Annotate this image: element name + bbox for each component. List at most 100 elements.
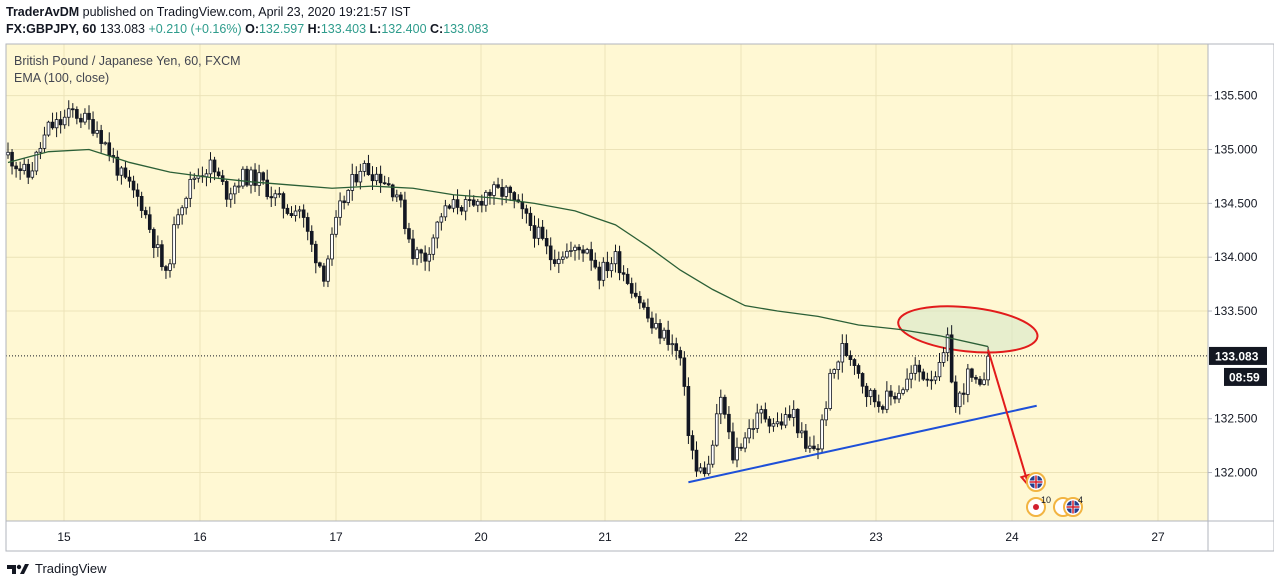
candle-body: [71, 108, 75, 111]
candle-body: [528, 212, 533, 226]
candle-body: [180, 207, 184, 216]
event-marker[interactable]: 4: [1053, 495, 1083, 517]
candle-body: [836, 361, 841, 370]
candle-body: [633, 292, 638, 297]
low-value: 132.400: [381, 22, 427, 36]
candle-body: [411, 238, 415, 259]
candle-body: [241, 168, 245, 187]
candle-body: [83, 112, 87, 123]
candle-body: [390, 184, 395, 198]
candle-body: [273, 193, 278, 199]
candle-body: [949, 334, 954, 383]
candle-body: [795, 408, 800, 434]
candle-body: [885, 390, 889, 410]
candle-body: [463, 199, 468, 212]
candle-body: [366, 163, 371, 176]
candle-body: [188, 179, 193, 199]
candle-body: [613, 251, 618, 265]
candle-body: [804, 430, 808, 449]
tradingview-logo-icon: [7, 563, 29, 574]
candle-body: [775, 421, 780, 425]
price-chart[interactable]: 135.500 135.000 134.500 134.000 133.500 132.5…: [0, 0, 1274, 556]
candle-body: [848, 355, 853, 360]
ellipse-layer: [897, 305, 1039, 354]
support-trendline: [688, 404, 1037, 484]
candle-body: [374, 173, 379, 182]
candle-body: [66, 108, 71, 118]
candle-body: [224, 181, 229, 200]
candle-body: [682, 357, 687, 387]
candle-body: [285, 207, 290, 214]
candle-body: [269, 196, 274, 199]
time-tick-label: 21: [598, 530, 612, 544]
candle-body: [431, 237, 436, 255]
candle-body: [544, 238, 549, 247]
candle-body: [791, 408, 796, 418]
candle-body: [237, 185, 241, 188]
candle-body: [573, 246, 577, 251]
candle-body: [597, 266, 602, 281]
time-tick-label: 20: [474, 530, 488, 544]
candle-body: [75, 109, 79, 119]
candle-body: [208, 159, 213, 175]
candle-body: [552, 259, 557, 264]
time-tick-label: 22: [734, 530, 748, 544]
candle-body: [508, 186, 512, 193]
candle-body: [609, 263, 614, 272]
candle-body: [577, 246, 581, 251]
close-label: C:: [430, 22, 444, 36]
candle-body: [192, 177, 197, 180]
candle-body: [38, 147, 43, 153]
candle-body: [929, 379, 934, 382]
candle-body: [301, 209, 306, 218]
candle-body: [467, 199, 472, 201]
footer-brand[interactable]: TradingView: [6, 561, 107, 576]
indicator-label[interactable]: EMA (100, close): [14, 71, 109, 85]
candle-body: [982, 379, 986, 385]
event-marker[interactable]: [1026, 472, 1046, 492]
candle-body: [131, 180, 136, 191]
candle-body: [897, 392, 901, 400]
candle-body: [346, 189, 350, 203]
candle-body: [962, 392, 966, 395]
candle-body: [451, 199, 456, 209]
candle-body: [342, 200, 346, 203]
candle-body: [646, 306, 650, 319]
open-value: 132.597: [258, 22, 305, 36]
candle-body: [184, 197, 189, 209]
candle-body: [670, 343, 674, 346]
candle-body: [91, 119, 95, 134]
candle-body: [844, 343, 849, 356]
candle-body: [435, 221, 440, 239]
candle-body: [970, 368, 974, 378]
candle-body: [6, 151, 10, 156]
candle-body: [893, 395, 897, 400]
event-dot-icon: [1033, 504, 1039, 510]
candle-body: [245, 168, 249, 186]
candle-body: [423, 252, 427, 262]
candle-body: [820, 419, 824, 450]
candle-body: [666, 329, 670, 345]
chart-header: TraderAvDM published on TradingView.com,…: [6, 4, 488, 38]
time-tick-label: 17: [329, 530, 343, 544]
candle-body: [702, 467, 707, 475]
author-name[interactable]: TraderAvDM: [6, 5, 80, 19]
event-marker[interactable]: 10: [1026, 495, 1051, 517]
candle-body: [322, 265, 326, 282]
event-count: 10: [1041, 495, 1051, 505]
candle-body: [151, 229, 156, 248]
price-change: +0.210 (+0.16%): [148, 22, 242, 36]
candle-body: [593, 259, 598, 268]
price-tick-label: 134.000: [1214, 250, 1258, 264]
candle-body: [828, 372, 832, 409]
candle-body: [953, 381, 958, 408]
candle-body: [751, 428, 755, 430]
candle-body: [164, 266, 168, 271]
candle-body: [536, 226, 541, 239]
plot-area[interactable]: [6, 44, 1208, 521]
candle-body: [378, 173, 383, 184]
candle-body: [921, 371, 926, 380]
candle-body: [569, 250, 573, 252]
candle-body: [26, 163, 31, 178]
candle-body: [350, 174, 355, 191]
